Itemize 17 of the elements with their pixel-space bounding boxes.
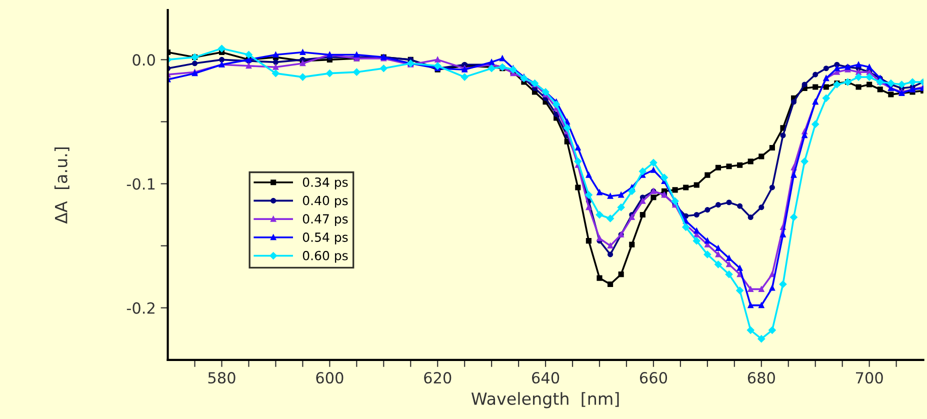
x-tick-label: 680	[748, 372, 775, 384]
y-tick-label: -0.1	[126, 178, 155, 190]
x-tick-label: 600	[316, 372, 344, 384]
legend-label: 0.54 ps	[302, 232, 348, 244]
y-axis-title: ΔA [a.u.]	[54, 148, 70, 224]
x-tick-label: 620	[424, 372, 452, 384]
legend-label: 0.60 ps	[302, 250, 348, 263]
y-tick-label: -0.2	[126, 302, 154, 314]
x-axis-title: Wavelength [nm]	[471, 392, 619, 408]
legend-label: 0.47 ps	[302, 214, 348, 226]
x-tick-label: 700	[856, 372, 883, 384]
y-tick-label: 0.0	[132, 54, 155, 66]
legend-label: 0.34 ps	[302, 177, 348, 190]
x-tick-label: 660	[640, 372, 668, 384]
x-tick-label: 580	[208, 372, 236, 384]
legend-label: 0.40 ps	[302, 196, 348, 208]
x-tick-label: 640	[532, 372, 560, 384]
